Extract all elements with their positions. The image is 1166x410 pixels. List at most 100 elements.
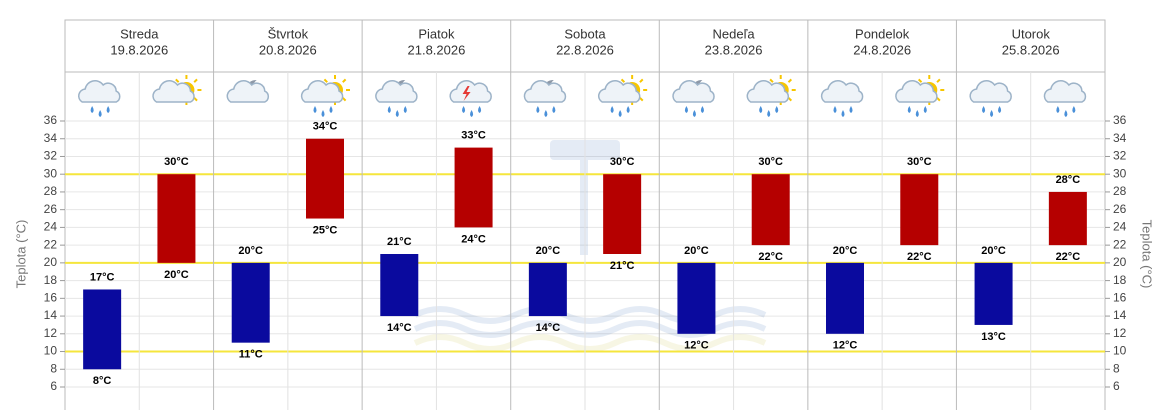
cloud [300,80,344,103]
cloud [152,80,195,103]
range-bar [454,147,493,228]
weather-icon [226,79,269,103]
high-label: 30°C [907,156,932,168]
y-tick-label-right: 34 [1113,131,1127,145]
cloud [895,80,938,103]
drop [321,110,325,117]
y-tick-label: 18 [44,273,58,287]
y-tick-label: 10 [44,344,58,358]
sun-ray [936,97,941,102]
drop [98,110,102,117]
high-label: 28°C [1056,174,1081,186]
drop [1056,106,1060,113]
weather-icon [523,79,567,117]
weather-icon [77,80,121,117]
drop [692,110,696,117]
high-label: 20°C [833,245,858,257]
sun-ray [787,78,793,83]
y-tick-label-right: 32 [1113,149,1127,163]
cloud [77,80,121,103]
y-tick-label-right: 16 [1113,291,1127,305]
day-name: Sobota [564,26,606,41]
drop [90,106,94,113]
drop [618,110,622,117]
sun-ray [193,97,198,102]
y-tick-label: 8 [50,361,57,375]
range-bar [974,262,1013,325]
range-bar [677,262,716,334]
watermark-wave [413,334,767,352]
low-label: 24°C [461,233,486,245]
drop [470,110,474,117]
range-bar [1048,191,1087,246]
y-tick-label-right: 18 [1113,273,1127,287]
drop [106,106,110,113]
day-date: 25.8.2026 [1002,42,1060,57]
y-tick-label: 26 [44,202,58,216]
watermark-mast [580,145,588,255]
drop [610,106,614,113]
range-bar [83,289,122,370]
drop [403,106,407,113]
cloud [226,80,269,103]
y-tick-label-right: 36 [1113,113,1127,127]
sun-ray [639,97,644,102]
day-date: 22.8.2026 [556,42,614,57]
day-date: 20.8.2026 [259,42,317,57]
y-tick-label: 6 [50,379,57,393]
low-label: 14°C [387,322,412,334]
y-tick-label: 14 [44,308,58,322]
y-tick-label: 22 [44,237,58,251]
drop [923,106,927,113]
weather-icon [1043,80,1087,117]
high-label: 30°C [758,156,783,168]
low-label: 11°C [239,349,263,361]
y-tick-label: 34 [44,131,58,145]
y-axis-title-right: Teplota (°C) [1140,220,1155,289]
range-bar [157,174,196,263]
day-name: Streda [120,26,159,41]
y-tick-label-right: 8 [1113,361,1120,375]
range-bar [826,262,864,334]
y-tick-label: 36 [44,113,58,127]
drop [313,106,317,113]
drop [1064,110,1068,117]
sun-ray [193,78,198,83]
low-label: 20°C [164,269,189,281]
sun-ray [936,78,941,83]
y-tick-label: 20 [44,255,58,269]
low-label: 8°C [93,375,112,387]
drop [552,106,556,113]
drop [395,110,399,117]
drop [462,106,466,113]
day-date: 23.8.2026 [705,42,763,57]
weather-icon [300,75,350,117]
drop [982,106,986,113]
y-tick-label-right: 14 [1113,308,1127,322]
low-label: 22°C [1056,251,1081,263]
drop [998,106,1002,113]
y-tick-label-right: 30 [1113,166,1127,180]
day-date: 21.8.2026 [408,42,466,57]
sun-ray [620,78,626,83]
high-label: 30°C [164,156,189,168]
bolt [462,86,471,101]
drop [849,106,853,113]
low-label: 12°C [684,340,709,352]
cloud [449,80,492,103]
sun-ray [323,78,328,83]
high-label: 21°C [387,236,412,248]
drop [626,106,630,113]
drop [329,106,333,113]
y-tick-label: 30 [44,166,58,180]
drop [767,110,771,117]
sun-ray [342,97,347,102]
low-label: 14°C [536,322,561,334]
y-tick-label-right: 10 [1113,344,1127,358]
drop [915,110,919,117]
range-bar [603,174,642,254]
range-bar [380,254,419,317]
high-label: 17°C [90,271,115,283]
weather-icon [672,79,715,117]
drop [700,106,704,113]
